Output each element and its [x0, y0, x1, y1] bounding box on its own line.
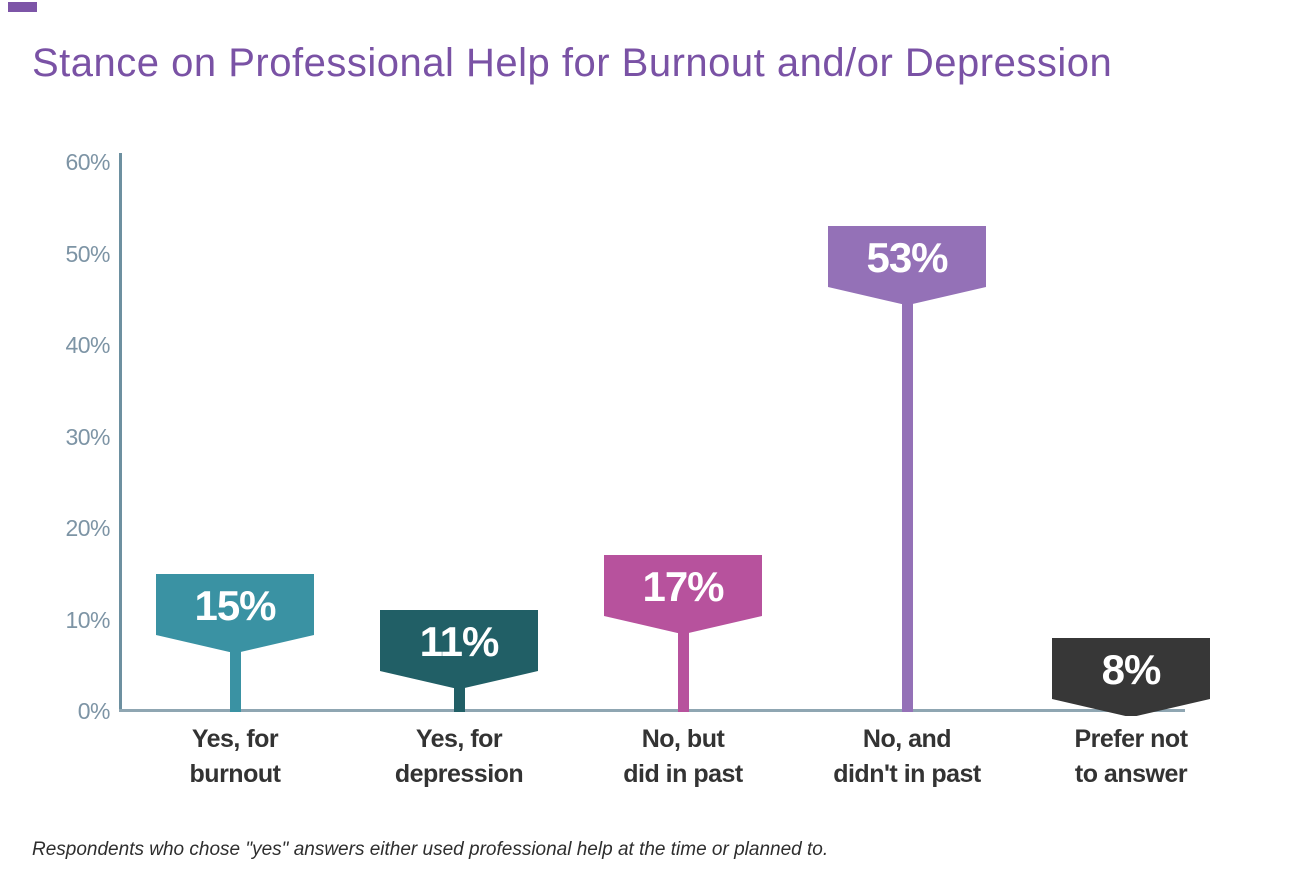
- bar-value-label-no-and-didn-t-in-past: 53%: [866, 234, 948, 281]
- y-axis-tick-label: 50%: [65, 240, 110, 267]
- bar-stem-yes-for-burnout: [229, 634, 241, 712]
- x-axis-line: [119, 709, 1185, 712]
- x-axis-category-label-yes-for-burnout: Yes, for burnout: [189, 725, 281, 788]
- chart-footnote: Respondents who chose "yes" answers eith…: [32, 839, 829, 860]
- bar-value-label-yes-for-depression: 11%: [419, 618, 500, 665]
- y-axis-tick-label: 40%: [65, 332, 110, 358]
- y-axis-line: [119, 153, 122, 712]
- bar-stem-no-but-did-in-past: [677, 615, 689, 712]
- x-axis-category-label-no-but-did-in-past: No, but did in past: [623, 725, 743, 788]
- x-axis-category-label-no-and-didn-t-in-past: No, and didn't in past: [833, 725, 981, 788]
- y-axis-tick-label: 60%: [65, 149, 110, 175]
- bar-stem-no-and-didn-t-in-past: [901, 286, 913, 712]
- bar-prefer-not-to-answer: [1052, 638, 1210, 716]
- bar-value-label-prefer-not-to-answer: 8%: [1101, 646, 1162, 693]
- corner-brand-mark: [8, 2, 37, 12]
- bar-yes-for-depression: [380, 610, 538, 688]
- y-axis-tick-label: 0%: [77, 698, 111, 724]
- chart-title: Stance on Professional Help for Burnout …: [32, 41, 1113, 85]
- x-axis-category-label-yes-for-depression: Yes, for depression: [394, 725, 524, 788]
- bar-no-and-didn-t-in-past: [828, 226, 986, 304]
- y-axis-tick-label: 30%: [65, 423, 110, 450]
- x-axis-category-label-prefer-not-to-answer: Prefer not to answer: [1074, 725, 1188, 788]
- bar-value-label-yes-for-burnout: 15%: [194, 582, 276, 629]
- bar-stem-yes-for-depression: [453, 670, 465, 712]
- bar-yes-for-burnout: [156, 574, 314, 652]
- bar-value-label-no-but-did-in-past: 17%: [642, 563, 724, 610]
- bar-no-but-did-in-past: [604, 555, 762, 633]
- y-axis-tick-label: 20%: [65, 515, 110, 541]
- y-axis-tick-label: 10%: [65, 606, 110, 633]
